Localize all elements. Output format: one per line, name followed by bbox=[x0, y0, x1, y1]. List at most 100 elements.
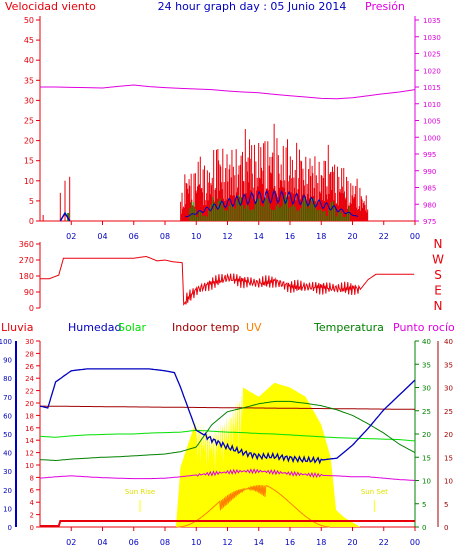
indoor-tick-label: 35 bbox=[444, 361, 453, 369]
x-tick-label: 08 bbox=[160, 538, 170, 547]
pressure-tick-label: 980 bbox=[423, 201, 436, 209]
rain-tick-label: 18 bbox=[25, 412, 34, 420]
rain-tick-label: 24 bbox=[25, 375, 34, 383]
pressure-tick-label: 995 bbox=[423, 151, 436, 159]
legend-humedad: Humedad bbox=[68, 321, 121, 334]
temperature-tick-label: 30 bbox=[422, 385, 431, 393]
x-tick-label: 00 bbox=[410, 232, 420, 241]
rain-tick-label: 2 bbox=[30, 512, 34, 520]
wind-tick-label: 25 bbox=[24, 117, 34, 126]
rain-tick-label: 28 bbox=[25, 350, 34, 358]
humidity-tick-label: 50 bbox=[3, 431, 12, 439]
humidity-tick-label: 40 bbox=[3, 450, 12, 458]
indoor-tick-label: 20 bbox=[444, 431, 453, 439]
legend-indoor-temp: Indoor temp bbox=[172, 321, 239, 334]
x-tick-label: 12 bbox=[222, 232, 232, 241]
rain-tick-label: 14 bbox=[25, 437, 34, 445]
direction-tick-label: 0 bbox=[29, 304, 34, 313]
x-tick-label: 18 bbox=[316, 232, 326, 241]
wind-speed-label: Velocidad viento bbox=[5, 0, 96, 13]
indoor-tick-label: 0 bbox=[444, 524, 448, 532]
wind-tick-label: 30 bbox=[24, 96, 34, 105]
indoor-tick-label: 40 bbox=[444, 338, 453, 346]
wind-tick-label: 0 bbox=[29, 217, 34, 226]
wind-tick-label: 5 bbox=[29, 197, 34, 206]
indoor-tick-label: 15 bbox=[444, 454, 453, 462]
temperature-tick-label: 10 bbox=[422, 478, 431, 486]
direction-tick-label: 270 bbox=[19, 256, 34, 265]
indoor-tick-label: 25 bbox=[444, 408, 453, 416]
temperature-tick-label: 0 bbox=[422, 524, 426, 532]
temperature-tick-label: 25 bbox=[422, 408, 431, 416]
x-tick-label: 14 bbox=[254, 538, 264, 547]
pressure-tick-label: 975 bbox=[423, 218, 436, 226]
x-tick-label: 18 bbox=[316, 538, 326, 547]
pressure-tick-label: 985 bbox=[423, 185, 436, 193]
rain-tick-label: 12 bbox=[25, 450, 34, 458]
rain-tick-label: 16 bbox=[25, 425, 34, 433]
humidity-line bbox=[39, 368, 416, 465]
pressure-tick-label: 1005 bbox=[423, 118, 441, 126]
humidity-tick-label: 70 bbox=[3, 394, 12, 402]
wind-direction-line bbox=[40, 255, 415, 306]
pressure-tick-label: 1015 bbox=[423, 84, 441, 92]
humidity-tick-label: 80 bbox=[3, 375, 12, 383]
pressure-tick-label: 990 bbox=[423, 168, 436, 176]
x-tick-label: 20 bbox=[347, 232, 357, 241]
direction-tick-label: 90 bbox=[24, 288, 34, 297]
direction-tick-label: 360 bbox=[19, 240, 34, 249]
indoor-tick-label: 30 bbox=[444, 385, 453, 393]
direction-compass-label: N bbox=[434, 237, 443, 251]
x-tick-label: 08 bbox=[160, 232, 170, 241]
legend-punto-rocío: Punto rocío bbox=[393, 321, 455, 334]
wind-average-line bbox=[59, 211, 71, 222]
x-tick-label: 12 bbox=[222, 538, 232, 547]
temperature-tick-label: 15 bbox=[422, 454, 431, 462]
x-tick-label: 02 bbox=[66, 232, 76, 241]
pressure-tick-label: 1030 bbox=[423, 34, 441, 42]
humidity-tick-label: 10 bbox=[3, 505, 12, 513]
x-tick-label: 16 bbox=[285, 538, 295, 547]
wind-tick-label: 50 bbox=[24, 16, 34, 25]
rain-tick-label: 0 bbox=[30, 524, 34, 532]
pressure-tick-label: 1010 bbox=[423, 101, 441, 109]
direction-compass-label: N bbox=[434, 299, 443, 313]
x-tick-label: 06 bbox=[129, 232, 139, 241]
indoor-tick-label: 5 bbox=[444, 501, 448, 509]
temperature-line bbox=[39, 400, 416, 462]
legend-lluvia: Lluvia bbox=[1, 321, 33, 334]
rain-tick-label: 10 bbox=[25, 462, 34, 470]
sun-event-label: Sun Set bbox=[361, 488, 388, 496]
direction-tick-label: 180 bbox=[19, 272, 34, 281]
rain-tick-label: 20 bbox=[25, 400, 34, 408]
rain-tick-label: 22 bbox=[25, 388, 34, 396]
humidity-tick-label: 30 bbox=[3, 468, 12, 476]
x-tick-label: 04 bbox=[97, 232, 107, 241]
x-tick-label: 16 bbox=[285, 232, 295, 241]
wind-tick-label: 35 bbox=[24, 76, 34, 85]
temperature-tick-label: 35 bbox=[422, 361, 431, 369]
pressure-label: Presión bbox=[365, 0, 405, 13]
x-tick-label: 22 bbox=[379, 538, 389, 547]
rain-line bbox=[40, 520, 415, 527]
x-tick-label: 00 bbox=[410, 538, 420, 547]
pressure-tick-label: 1035 bbox=[423, 17, 441, 25]
rain-tick-label: 4 bbox=[30, 499, 35, 507]
wind-tick-label: 40 bbox=[24, 56, 34, 65]
rain-tick-label: 30 bbox=[25, 338, 34, 346]
rain-tick-label: 8 bbox=[30, 474, 34, 482]
wind-average-line bbox=[185, 189, 359, 218]
wind-tick-label: 45 bbox=[24, 36, 34, 45]
x-tick-label: 04 bbox=[97, 538, 107, 547]
wind-tick-label: 10 bbox=[24, 177, 34, 186]
x-tick-label: 06 bbox=[129, 538, 139, 547]
rain-tick-label: 6 bbox=[30, 487, 35, 495]
dew-point-line bbox=[39, 468, 416, 481]
x-tick-label: 10 bbox=[191, 232, 201, 241]
x-tick-label: 20 bbox=[347, 538, 357, 547]
uv-line bbox=[177, 484, 330, 528]
humidity-tick-label: 60 bbox=[3, 412, 12, 420]
indoor-temp-line bbox=[40, 405, 416, 410]
humidity-tick-label: 100 bbox=[0, 338, 12, 346]
